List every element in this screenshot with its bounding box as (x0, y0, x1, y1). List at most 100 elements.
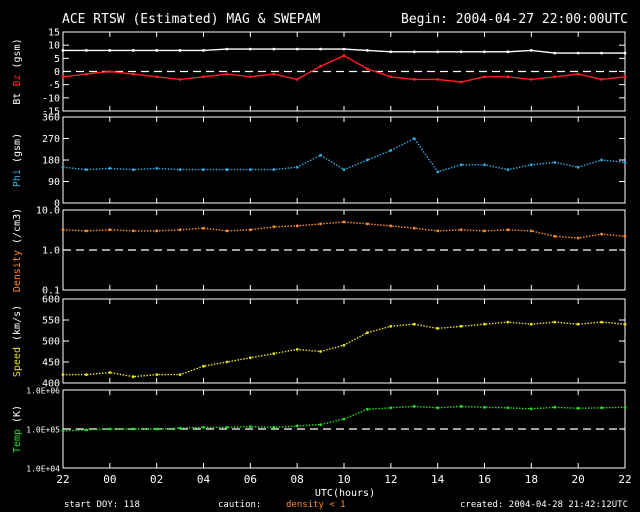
data-point (576, 51, 580, 55)
data-point (295, 165, 299, 169)
data-point (342, 54, 346, 58)
data-point (529, 78, 533, 81)
data-point (600, 406, 603, 410)
data-point (412, 78, 416, 81)
data-point (272, 72, 276, 76)
data-point (389, 406, 393, 410)
y-tick-label: 15 (48, 28, 60, 39)
data-point (155, 427, 159, 431)
data-point (529, 407, 533, 411)
y-axis-label-part: (K) (12, 405, 23, 429)
data-point (483, 163, 486, 167)
y-tick-label: 1.0 (42, 246, 60, 257)
data-point (483, 405, 486, 409)
x-tick-label: 22 (618, 473, 631, 486)
data-point (202, 75, 205, 79)
y-axis-label-part: Temp (12, 429, 23, 453)
y-axis-label-mag: Bt Bz (gsm) (12, 38, 23, 104)
data-point (623, 322, 627, 326)
data-point (529, 229, 533, 233)
y-axis-label-phi: Phi (gsm) (12, 133, 23, 187)
data-point (85, 373, 88, 376)
data-point (85, 168, 88, 172)
data-point (459, 50, 463, 54)
data-point (623, 405, 627, 409)
y-axis-label-part: Bz (12, 75, 23, 87)
data-point (459, 405, 463, 408)
data-point (553, 161, 557, 164)
data-point (178, 49, 182, 52)
data-point (366, 331, 369, 334)
data-point (248, 228, 252, 232)
x-tick-label: 04 (197, 473, 211, 486)
data-point (623, 51, 627, 55)
data-point (600, 78, 603, 81)
data-point (366, 49, 369, 52)
x-tick-label: 00 (103, 473, 116, 486)
data-point (319, 64, 322, 68)
y-tick-label: 450 (42, 358, 60, 369)
x-tick-labels: 22 00 02 04 06 08 10 12 14 16 18 20 22 (56, 473, 631, 486)
data-point (412, 405, 416, 408)
y-tick-label: 550 (42, 316, 60, 327)
data-point (412, 322, 416, 326)
data-point (131, 375, 135, 379)
data-point (248, 47, 252, 51)
data-point (108, 371, 112, 374)
data-point (506, 406, 510, 410)
data-point (202, 168, 205, 172)
start-doy: start DOY: 118 (64, 500, 140, 510)
data-point (272, 225, 276, 229)
data-point (131, 229, 135, 233)
data-point (389, 50, 393, 54)
data-point (436, 327, 440, 330)
data-point (366, 222, 369, 226)
data-point (248, 75, 252, 79)
panel-mag: 15 10 5 0 -5 -10 -15 Bt Bz (gsm) (12, 28, 627, 118)
caution-label: caution: (218, 500, 261, 510)
data-point (389, 149, 393, 152)
data-point (61, 49, 65, 52)
data-point (319, 350, 322, 353)
data-point (202, 364, 205, 368)
data-point (506, 320, 510, 324)
data-point (202, 49, 205, 52)
y-axis-label-part: Bt (12, 93, 23, 105)
y-tick-label: 10.0 (36, 206, 60, 217)
data-point (295, 47, 299, 51)
data-point (436, 50, 440, 54)
x-tick-label: 16 (478, 473, 491, 486)
y-tick-label: 1.0E+06 (26, 387, 60, 396)
data-point (553, 320, 557, 324)
data-point (85, 72, 88, 76)
data-point (600, 51, 603, 55)
y-axis-label-temp: Temp (K) (12, 405, 23, 453)
data-point (319, 47, 322, 51)
data-point (389, 224, 393, 228)
data-point (225, 168, 229, 172)
data-point (553, 75, 557, 79)
data-point (366, 158, 369, 162)
data-point (108, 427, 112, 431)
y-axis-label-part: (gsm) (12, 38, 23, 74)
data-point (436, 229, 440, 233)
data-point (295, 224, 299, 228)
data-point (553, 234, 557, 238)
data-point (319, 153, 322, 157)
data-point (131, 427, 135, 431)
data-point (389, 324, 393, 328)
data-point (576, 322, 580, 326)
data-point (506, 168, 510, 172)
x-tick-label: 02 (150, 473, 163, 486)
data-point (342, 47, 346, 51)
series-speed (63, 321, 626, 378)
data-point (459, 324, 463, 328)
y-axis-label-part: (gsm) (12, 133, 23, 169)
x-tick-label: 18 (525, 473, 538, 486)
y-axis-label-part: Phi (12, 169, 23, 187)
data-point (61, 228, 65, 232)
data-point (412, 226, 416, 230)
data-point (389, 75, 393, 79)
data-point (225, 426, 229, 429)
